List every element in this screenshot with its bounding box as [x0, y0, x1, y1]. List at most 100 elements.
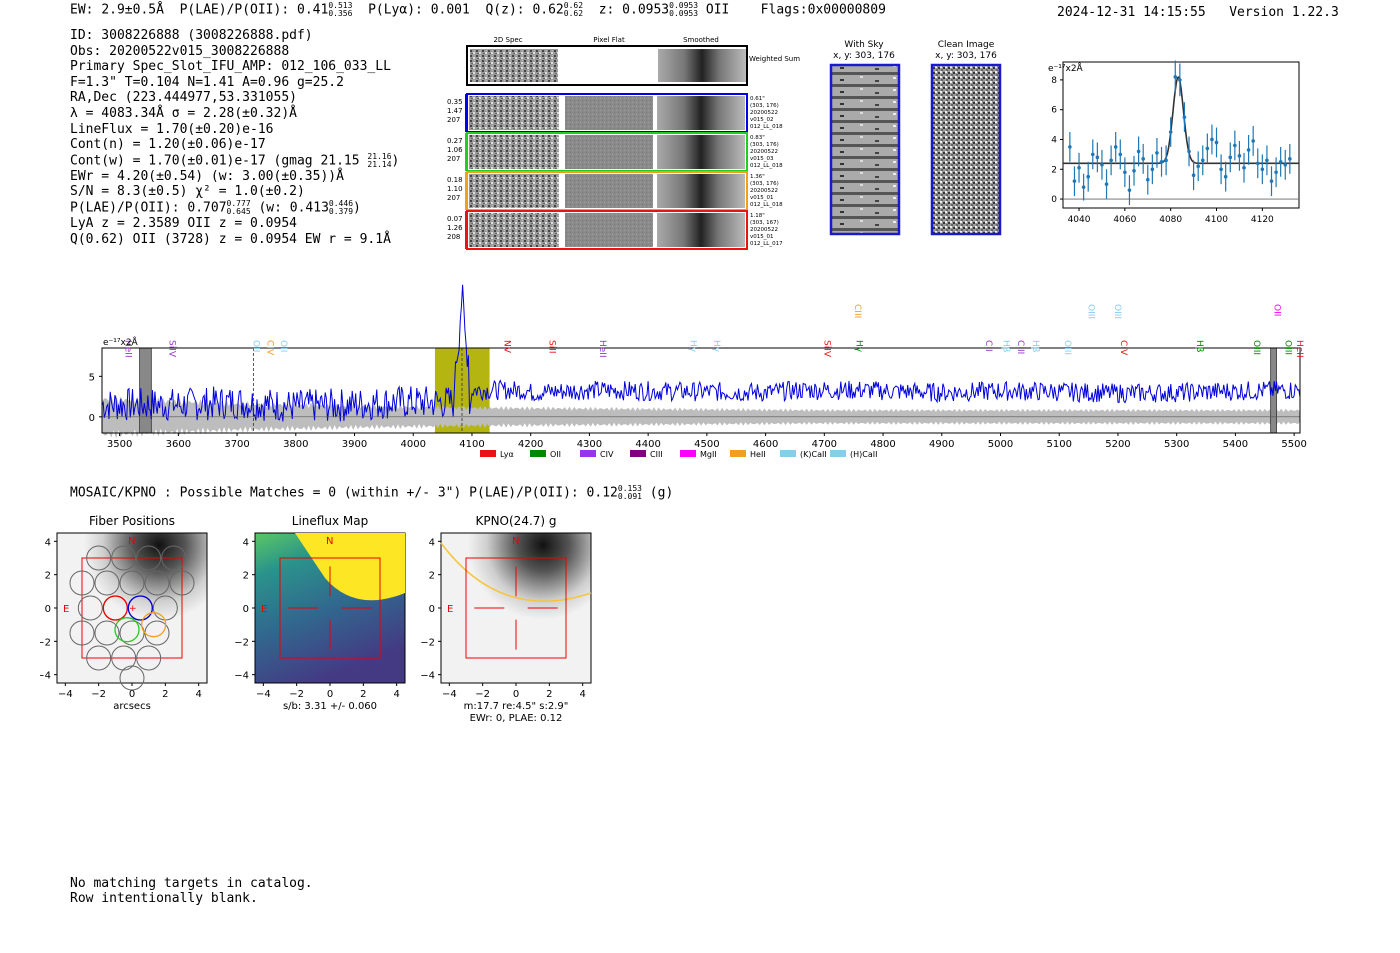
panel-y-tick-label: 0: [429, 604, 435, 615]
plya-value: 0.001: [430, 2, 470, 18]
z-value: 0.0953: [622, 2, 670, 18]
contw-lo: 21.14: [367, 159, 392, 169]
fiber-circle: [119, 620, 145, 646]
panel-y-tick-label: −2: [420, 637, 435, 648]
panel-y-tick-label: 0: [243, 604, 249, 615]
zoom-data-point: [1155, 151, 1159, 155]
zoom-x-tick-label: 4080: [1159, 215, 1182, 225]
spectrum-x-tick-label: 4700: [812, 439, 837, 450]
cutout-smoothed: [657, 135, 745, 169]
info-id: ID: 3008226888 (3008226888.pdf): [70, 28, 313, 43]
cutout-smoothed: [657, 174, 745, 208]
legend-label: CIII: [650, 450, 663, 459]
flux-series: [101, 284, 1301, 422]
panel-x-tick-label: −4: [256, 689, 271, 700]
info-params: F=1.3" T=0.104 N=1.41 A=0.96 g=25.2: [70, 74, 344, 90]
panel-x-tick-label: 0: [513, 689, 519, 700]
cutout-row-weight: 0.35: [447, 98, 463, 106]
cutout-row-weight: 207: [447, 194, 460, 202]
zoom-data-point: [1077, 165, 1081, 170]
zoom-data-point: [1095, 155, 1100, 160]
footer-line-2: Row intentionally blank.: [70, 891, 258, 906]
fiber-circle: [94, 620, 120, 646]
info-plae-hi: 0.777: [226, 199, 251, 209]
panel-y-tick-label: 4: [429, 537, 435, 548]
clean-xy: x, y: 303, 176: [935, 51, 997, 61]
panel-image: [440, 532, 592, 684]
fiber-highlight: [127, 595, 153, 621]
zoom-data-point: [1283, 162, 1288, 167]
info-radec: RA,Dec (223.444977,53.331055): [70, 90, 297, 106]
fiber-circle: [119, 665, 145, 691]
spectrum-x-tick-label: 5000: [988, 439, 1013, 450]
plae-end: ): [353, 200, 361, 216]
cutout-row-meta: 20200522: [750, 188, 778, 194]
zoom-x-tick-label: 4040: [1068, 215, 1091, 225]
cutout-2dspec: [469, 213, 559, 247]
legend-swatch: [680, 450, 696, 457]
panel-x-tick-label: 2: [162, 689, 168, 700]
zoom-data-point: [1191, 173, 1196, 178]
spectral-line-label: SiIV: [167, 340, 177, 358]
panel-x-tick-label: −2: [289, 689, 304, 700]
spectral-line-label: OIII: [1086, 304, 1096, 319]
spectral-line-label: Hβ: [1194, 340, 1204, 353]
with-sky-xy: x, y: 303, 176: [833, 51, 895, 61]
cutout-pixelflat: [565, 135, 653, 169]
panel-x-tick-label: −2: [475, 689, 490, 700]
qz-hi: 0.62: [563, 1, 584, 10]
panel-title: KPNO(24.7) g: [475, 514, 556, 528]
cutout-row-weight: 1.06: [447, 146, 463, 154]
fiber-circle: [111, 545, 137, 571]
spectrum-x-tick-label: 4200: [518, 439, 543, 450]
legend-label: CIV: [600, 450, 614, 459]
east-label: E: [63, 604, 69, 615]
zoom-data-point: [1141, 157, 1145, 161]
panel-xlabel: s/b: 3.31 +/- 0.060: [283, 701, 377, 712]
east-label: E: [261, 604, 267, 615]
with-sky-title: With Sky: [844, 40, 884, 50]
panel-x-tick-label: −4: [442, 689, 457, 700]
zoom-data-point: [1223, 174, 1228, 179]
cutout-row-meta: (303, 176): [750, 181, 779, 187]
z-label: z:: [598, 2, 615, 18]
plya-label: P(Lyα):: [368, 2, 423, 18]
cutout-row-weight: 1.10: [447, 185, 463, 193]
plae-label: P(LAE)/P(OII):: [179, 2, 290, 18]
spectrum-x-tick-label: 4400: [635, 439, 660, 450]
info-plae-lo: 0.645: [226, 207, 251, 217]
panel-y-tick-label: 4: [243, 537, 249, 548]
zoom-data-point: [1196, 164, 1200, 169]
zoom-axes-frame: [1062, 61, 1300, 209]
legend-swatch: [530, 450, 546, 457]
clean-image: [930, 63, 1002, 236]
panel-sublabel: EWr: 0, PLAE: 0.12: [470, 713, 563, 723]
plae-w-hi: 0.446: [328, 199, 354, 209]
col-title-pixelflat: Pixel Flat: [593, 36, 625, 44]
panel-y-tick-label: 2: [243, 571, 249, 582]
cutout-row-meta: (303, 176): [750, 103, 779, 109]
spectrum-y-tick-label: 0: [89, 413, 95, 424]
legend-label: MgII: [700, 450, 717, 459]
zoom-data-point: [1265, 158, 1269, 163]
fiber-circle: [144, 570, 170, 596]
cutout-row-meta: 20200522: [750, 149, 778, 155]
cutout-2dspec: [469, 96, 559, 130]
version: Version 1.22.3: [1229, 5, 1339, 20]
zoom-fit-curve: [1063, 76, 1299, 165]
spectrum-x-tick-label: 3800: [283, 439, 308, 450]
north-label: N: [128, 536, 135, 547]
panel-x-tick-label: 2: [546, 689, 552, 700]
zoom-data-point: [1086, 174, 1091, 179]
spectral-line-label: CIII: [1015, 340, 1025, 354]
fiber-circle: [86, 545, 112, 571]
spectral-line-label: OII: [251, 340, 261, 352]
mosaic-lo: 0.091: [617, 492, 642, 501]
footer-line-1: No matching targets in catalog.: [70, 876, 313, 891]
search-box: [279, 557, 381, 659]
fiber-circle: [136, 545, 162, 571]
sky-images: With Sky x, y: 303, 176 Clean Image x, y…: [829, 40, 1002, 236]
zoom-data-point: [1127, 188, 1132, 192]
fiber-circle: [77, 595, 103, 621]
cutout-row-marker: [465, 172, 468, 210]
